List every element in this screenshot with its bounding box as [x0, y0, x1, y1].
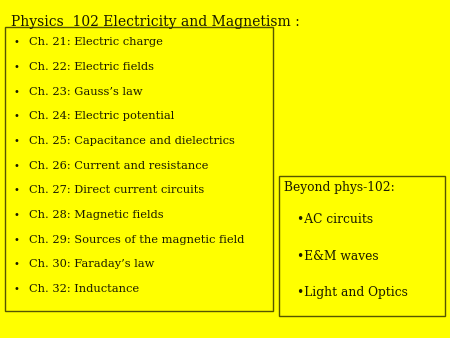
- Text: Ch. 32: Inductance: Ch. 32: Inductance: [29, 284, 140, 294]
- Text: •: •: [13, 259, 19, 269]
- Text: Ch. 27: Direct current circuits: Ch. 27: Direct current circuits: [29, 185, 204, 195]
- Text: Ch. 21: Electric charge: Ch. 21: Electric charge: [29, 37, 163, 47]
- FancyBboxPatch shape: [279, 176, 445, 316]
- Text: •: •: [13, 185, 19, 195]
- Text: •: •: [13, 161, 19, 171]
- Text: •: •: [13, 37, 19, 47]
- Text: Ch. 23: Gauss’s law: Ch. 23: Gauss’s law: [29, 87, 143, 97]
- Text: •E&M waves: •E&M waves: [297, 250, 378, 263]
- Text: •: •: [13, 210, 19, 220]
- Text: •Light and Optics: •Light and Optics: [297, 286, 408, 299]
- Text: •: •: [13, 284, 19, 294]
- Text: Ch. 26: Current and resistance: Ch. 26: Current and resistance: [29, 161, 209, 171]
- Text: Ch. 29: Sources of the magnetic field: Ch. 29: Sources of the magnetic field: [29, 235, 245, 245]
- Text: •: •: [13, 111, 19, 121]
- Text: Ch. 25: Capacitance and dielectrics: Ch. 25: Capacitance and dielectrics: [29, 136, 235, 146]
- Text: Ch. 22: Electric fields: Ch. 22: Electric fields: [29, 62, 154, 72]
- FancyBboxPatch shape: [5, 27, 273, 311]
- Text: Ch. 30: Faraday’s law: Ch. 30: Faraday’s law: [29, 259, 155, 269]
- Text: Ch. 24: Electric potential: Ch. 24: Electric potential: [29, 111, 175, 121]
- Text: •: •: [13, 235, 19, 245]
- Text: Beyond phys-102:: Beyond phys-102:: [284, 181, 395, 194]
- Text: •: •: [13, 62, 19, 72]
- Text: •: •: [13, 87, 19, 97]
- Text: •: •: [13, 136, 19, 146]
- Text: Ch. 28: Magnetic fields: Ch. 28: Magnetic fields: [29, 210, 164, 220]
- Text: •AC circuits: •AC circuits: [297, 213, 373, 226]
- Text: Physics  102 Electricity and Magnetism :: Physics 102 Electricity and Magnetism :: [11, 15, 300, 29]
